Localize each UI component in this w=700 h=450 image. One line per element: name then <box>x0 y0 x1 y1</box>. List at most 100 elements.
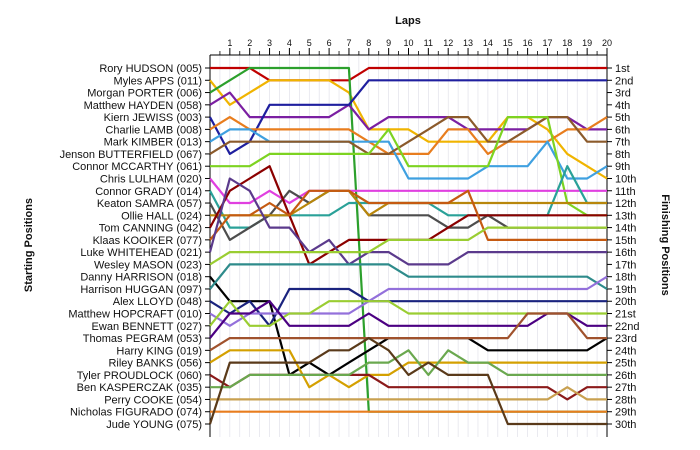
lap-tick-label: 16 <box>523 38 533 48</box>
finish-position-label: 20th <box>615 296 636 308</box>
finish-position-label: 12th <box>615 198 636 210</box>
driver-series-line <box>210 349 607 389</box>
driver-series-line <box>208 177 607 266</box>
finish-position-label: 19th <box>615 284 636 296</box>
start-position-label: Tom CANNING (042) <box>99 223 202 235</box>
lap-tick-label: 15 <box>503 38 513 48</box>
lap-tick-label: 17 <box>542 38 552 48</box>
driver-series-line <box>209 226 607 266</box>
driver-series-line <box>209 189 607 241</box>
start-position-label: Morgan PORTER (006) <box>87 88 202 100</box>
finish-position-label: 7th <box>615 137 630 149</box>
lap-tick-label: 20 <box>602 38 612 48</box>
driver-series-line <box>209 115 608 155</box>
start-position-label: Jenson BUTTERFIELD (067) <box>60 149 202 161</box>
start-position-label: Klaas KOOIKER (077) <box>93 235 202 247</box>
finish-position-label: 18th <box>615 272 636 284</box>
finish-position-label: 24th <box>615 345 636 357</box>
y-axis-right-label: Finishing Positions <box>659 194 671 295</box>
start-position-label: Rory HUDSON (005) <box>99 63 202 75</box>
lap-tick-label: 12 <box>443 38 453 48</box>
lap-tick-label: 3 <box>267 38 272 48</box>
driver-series-line <box>209 349 607 389</box>
start-position-label: Harrison HUGGAN (097) <box>80 284 202 296</box>
driver-series-line <box>209 177 607 205</box>
driver-series-line <box>208 337 607 426</box>
lap-tick-label: 8 <box>366 38 371 48</box>
finish-position-label: 27th <box>615 382 636 394</box>
finish-position-label: 13th <box>615 210 636 222</box>
lap-tick-label: 2 <box>247 38 252 48</box>
finish-position-label: 29th <box>615 407 636 419</box>
lap-tick-label: 5 <box>307 38 312 48</box>
driver-series-line <box>210 115 607 217</box>
start-position-label: Ewan BENNETT (027) <box>92 321 202 333</box>
finish-position-label: 8th <box>615 149 630 161</box>
lap-tick-label: 14 <box>483 38 493 48</box>
finish-position-label: 25th <box>615 358 636 370</box>
start-position-label: Ben KASPERCZAK (035) <box>77 382 202 394</box>
driver-series-line <box>209 115 607 155</box>
finish-position-label: 30th <box>615 419 636 431</box>
finish-position-label: 3rd <box>615 88 631 100</box>
start-position-label: Luke WHITEHEAD (021) <box>80 247 202 259</box>
start-position-label: Tyler PROUDLOCK (060) <box>77 370 202 382</box>
start-position-label: Alex LLOYD (048) <box>113 296 202 308</box>
start-position-label: Keaton SAMRA (057) <box>97 198 202 210</box>
start-position-label: Riley BANKS (056) <box>108 358 202 370</box>
finish-position-label: 10th <box>615 173 636 185</box>
start-position-label: Connor GRADY (014) <box>95 186 202 198</box>
start-position-label: Perry COOKE (054) <box>104 394 202 406</box>
start-position-label: Mark KIMBER (013) <box>104 137 202 149</box>
finish-position-label: 16th <box>615 247 636 259</box>
driver-series-line <box>209 79 608 180</box>
finish-position-label: 11th <box>615 186 636 198</box>
finish-position-label: 15th <box>615 235 636 247</box>
start-position-label: Matthew HOPCRAFT (010) <box>68 309 202 321</box>
start-position-label: Myles APPS (011) <box>114 75 202 87</box>
driver-series-line <box>210 386 607 401</box>
lap-tick-label: 10 <box>403 38 413 48</box>
finish-position-label: 23rd <box>615 333 637 345</box>
driver-series-line <box>209 263 608 290</box>
chart-title: Laps <box>395 15 421 27</box>
start-position-label: Wesley MASON (023) <box>94 259 202 271</box>
start-position-label: Thomas PEGRAM (053) <box>83 333 202 345</box>
driver-series-line <box>209 275 608 327</box>
lap-tick-label: 1 <box>227 38 232 48</box>
start-position-label: Nicholas FIGURADO (074) <box>70 407 202 419</box>
lap-tick-label: 7 <box>346 38 351 48</box>
driver-series-line <box>209 312 607 352</box>
finish-position-label: 28th <box>615 394 636 406</box>
lap-tick-label: 19 <box>582 38 592 48</box>
start-position-label: Charlie LAMB (008) <box>105 124 202 136</box>
start-position-label: Chris LULHAM (020) <box>100 173 202 185</box>
lap-tick-label: 13 <box>463 38 473 48</box>
finish-position-label: 2nd <box>615 75 633 87</box>
driver-series-line <box>209 79 607 155</box>
finish-position-label: 6th <box>615 124 630 136</box>
lap-tick-label: 6 <box>327 38 332 48</box>
y-axis-left-label: Starting Positions <box>23 198 35 292</box>
start-position-label: Harry KING (019) <box>116 345 202 357</box>
finish-position-label: 21st <box>615 309 636 321</box>
start-position-label: Danny HARRISON (018) <box>80 272 202 284</box>
finish-position-label: 22nd <box>615 321 639 333</box>
finish-position-label: 9th <box>615 161 630 173</box>
finish-position-label: 17th <box>615 259 636 271</box>
lap-tick-label: 4 <box>287 38 292 48</box>
start-position-label: Connor MCCARTHY (061) <box>72 161 202 173</box>
finish-position-label: 5th <box>615 112 630 124</box>
finish-position-label: 4th <box>615 100 630 112</box>
lap-tick-label: 11 <box>424 38 433 48</box>
lap-tick-label: 9 <box>386 38 391 48</box>
finish-position-label: 14th <box>615 223 636 235</box>
lap-tick-label: 18 <box>562 38 572 48</box>
start-position-label: Matthew HAYDEN (058) <box>84 100 202 112</box>
driver-series-line <box>209 300 607 339</box>
start-position-label: Jude YOUNG (075) <box>106 419 202 431</box>
start-position-label: Kiern JEWISS (003) <box>104 112 202 124</box>
finish-position-label: 26th <box>615 370 636 382</box>
